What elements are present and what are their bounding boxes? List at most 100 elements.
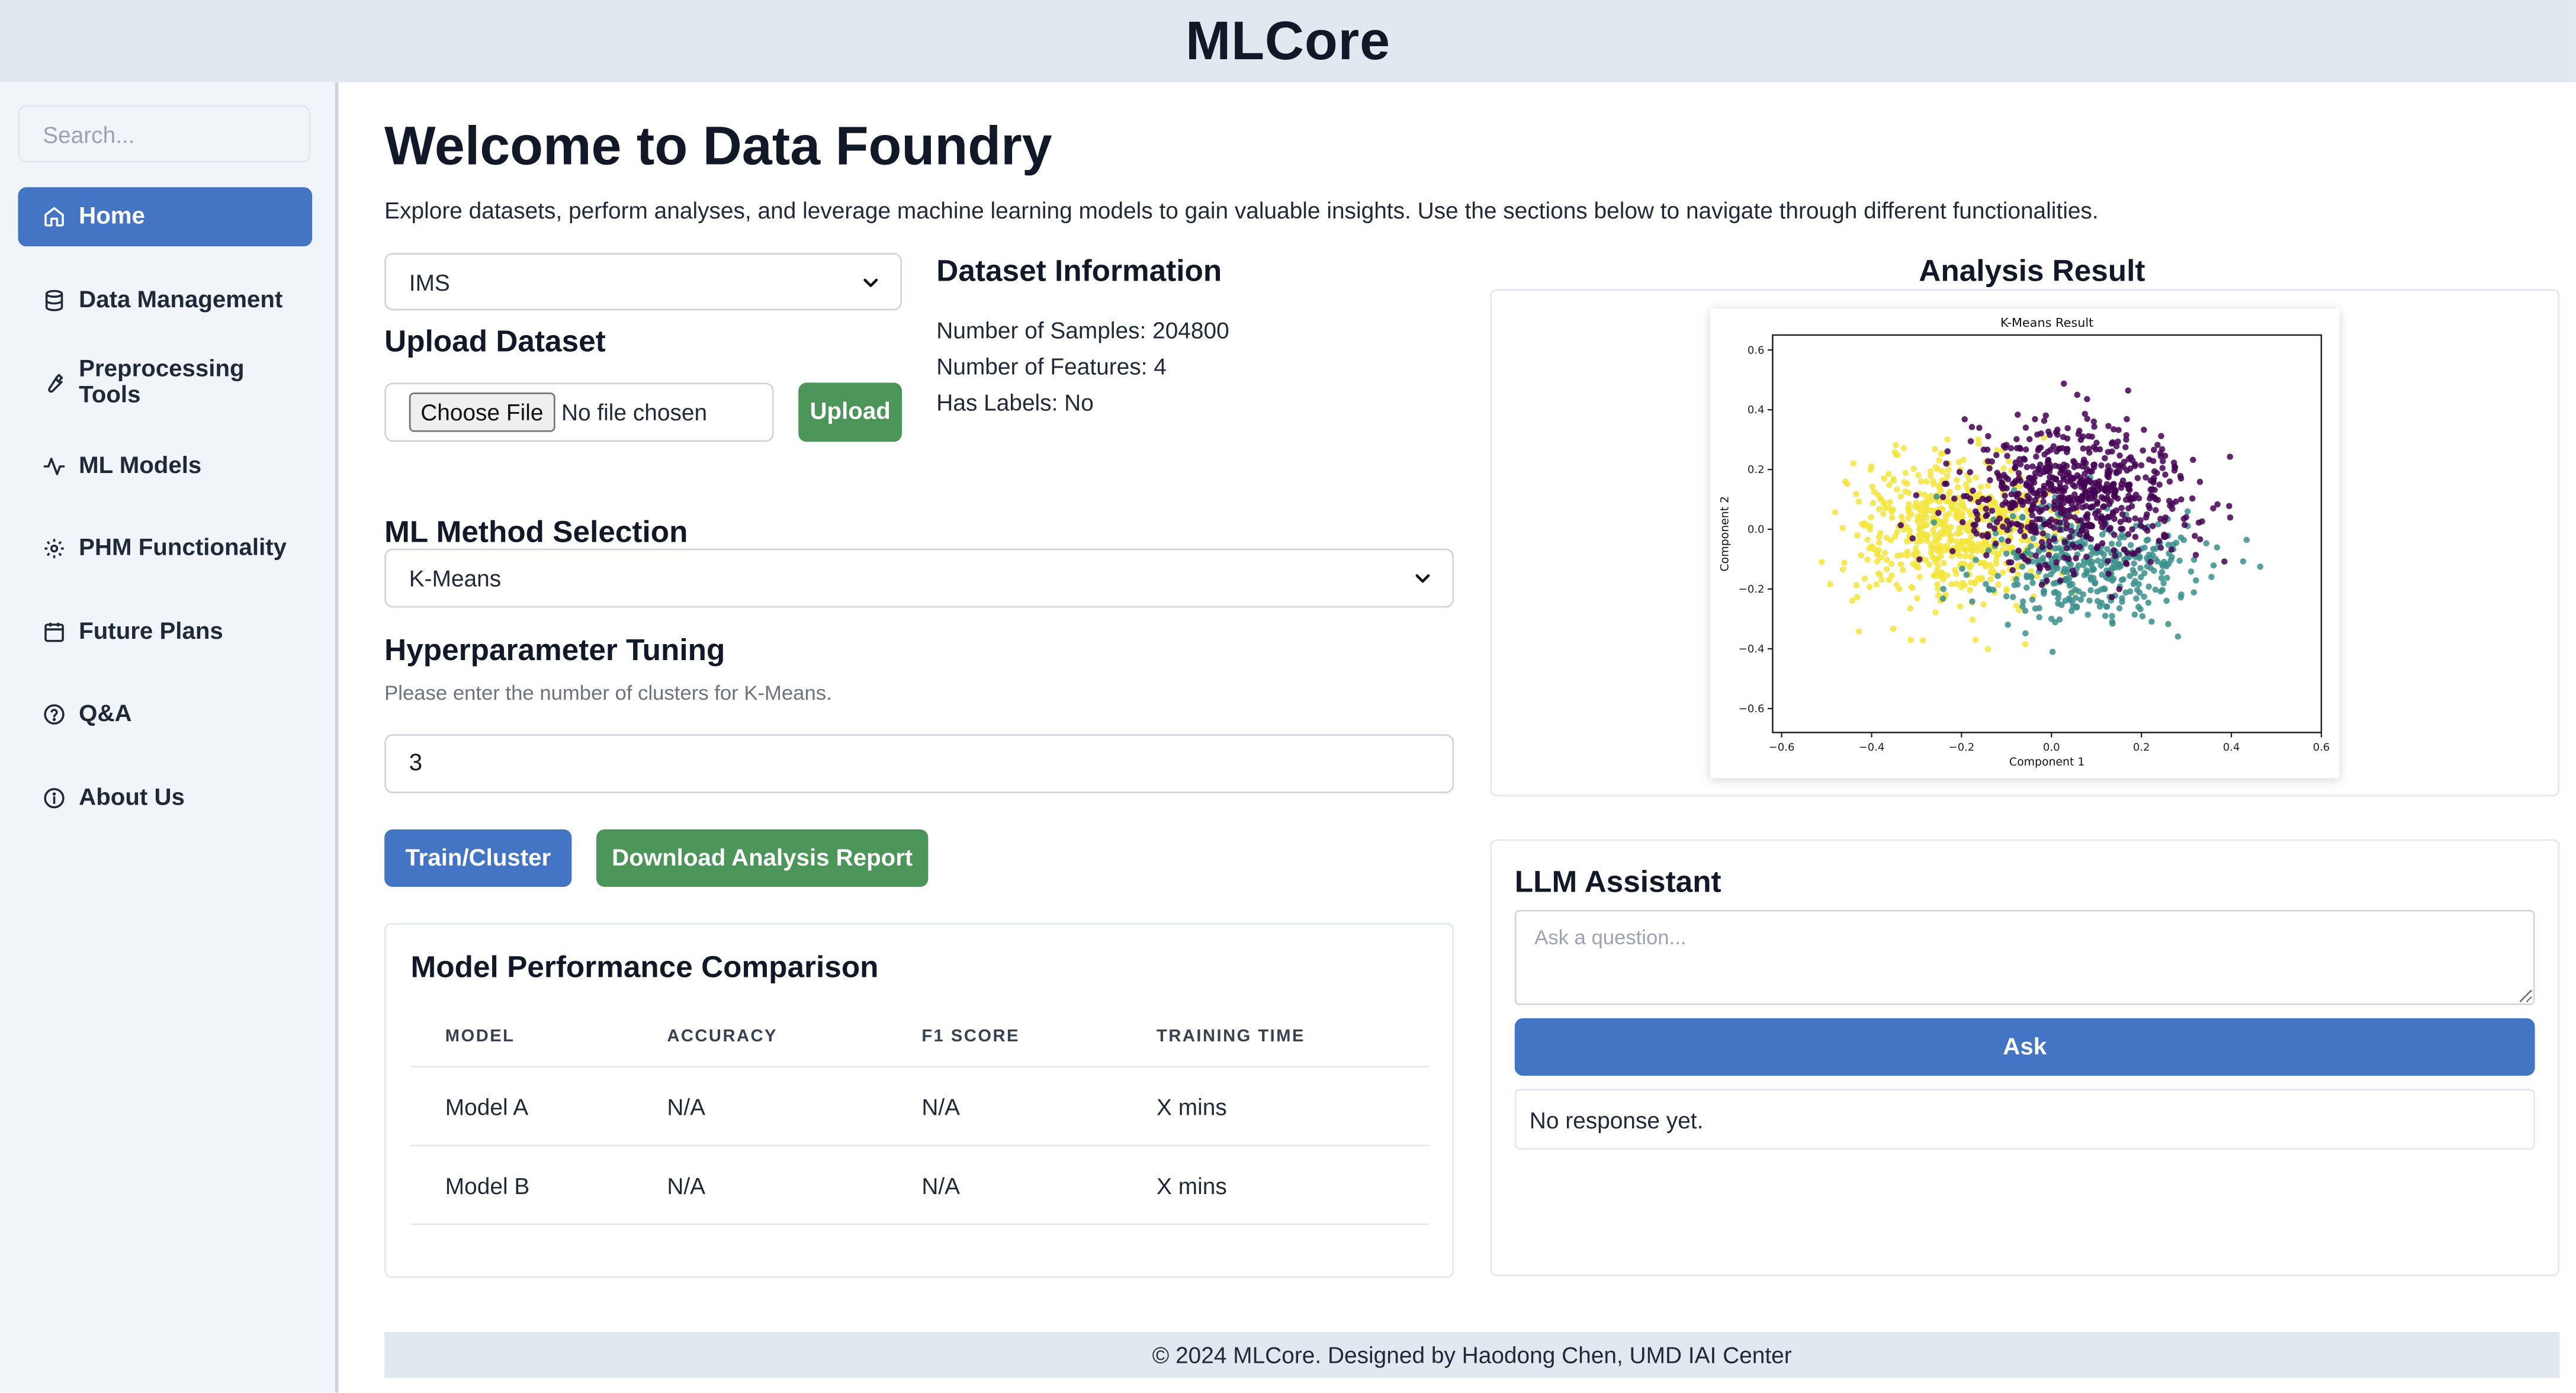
- x-tick-label: −0.6: [1769, 741, 1795, 754]
- sidebar-item-label: About Us: [79, 785, 185, 812]
- dataset-select[interactable]: IMS: [384, 253, 902, 311]
- data-point: [2167, 502, 2173, 509]
- dataset-info-heading: Dataset Information: [936, 253, 1222, 288]
- data-point: [2017, 527, 2023, 535]
- data-point: [2162, 471, 2169, 478]
- data-point: [2160, 580, 2167, 587]
- column-header: ACCURACY: [667, 1026, 778, 1047]
- data-point: [1864, 536, 1871, 543]
- sidebar-item-data-management[interactable]: Data Management: [18, 271, 313, 330]
- data-point: [2073, 504, 2080, 511]
- data-point: [2084, 511, 2091, 517]
- data-point: [1962, 553, 1969, 559]
- data-point: [1934, 581, 1941, 588]
- train-cluster-button[interactable]: Train/Cluster: [384, 829, 572, 887]
- data-point: [2103, 494, 2111, 501]
- data-point: [2121, 546, 2128, 553]
- data-point: [2002, 493, 2008, 499]
- data-point: [2004, 452, 2010, 459]
- data-point: [2056, 526, 2063, 533]
- data-point: [2074, 472, 2081, 479]
- data-point: [1904, 552, 1910, 559]
- choose-file-button[interactable]: Choose File: [409, 393, 555, 432]
- data-point: [2009, 594, 2016, 600]
- data-point: [2115, 438, 2121, 445]
- data-point: [1940, 585, 1947, 593]
- data-point: [2005, 538, 2012, 545]
- sidebar-item-future-plans[interactable]: Future Plans: [18, 603, 313, 662]
- search-input[interactable]: [18, 105, 311, 163]
- data-point: [2076, 543, 2083, 551]
- data-point: [2157, 453, 2164, 459]
- data-point: [2100, 585, 2108, 592]
- data-point: [2039, 530, 2046, 537]
- data-point: [2181, 522, 2188, 528]
- data-point: [2069, 567, 2076, 574]
- data-point: [1839, 525, 1846, 532]
- samples-count: Number of Samples: 204800: [936, 317, 1229, 343]
- data-point: [1926, 561, 1933, 568]
- data-point: [1886, 577, 1893, 583]
- data-point: [2105, 423, 2112, 429]
- sidebar-item-qa[interactable]: Q&A: [18, 685, 313, 744]
- data-point: [1979, 496, 1986, 503]
- data-point: [2038, 539, 2045, 546]
- data-point: [2161, 532, 2167, 538]
- data-point: [2098, 562, 2105, 569]
- data-point: [2041, 590, 2047, 597]
- sidebar-item-home[interactable]: Home: [18, 187, 313, 247]
- data-point: [2022, 630, 2029, 637]
- data-point: [2109, 439, 2116, 446]
- data-point: [2040, 498, 2047, 505]
- sidebar-item-about-us[interactable]: About Us: [18, 768, 313, 828]
- data-point: [1870, 500, 1877, 507]
- data-point: [2033, 541, 2039, 548]
- data-point: [1914, 517, 1921, 525]
- data-point: [1853, 491, 1859, 497]
- data-point: [1893, 451, 1900, 458]
- data-point: [2144, 536, 2151, 543]
- download-report-button[interactable]: Download Analysis Report: [596, 829, 929, 887]
- data-point: [1982, 563, 1989, 570]
- help-circle-icon: [43, 703, 66, 726]
- data-point: [2124, 467, 2131, 474]
- data-point: [2227, 514, 2234, 521]
- data-point: [2144, 527, 2151, 534]
- sidebar-item-ml-models[interactable]: ML Models: [18, 437, 313, 496]
- data-point: [2147, 559, 2154, 565]
- data-point: [2091, 461, 2098, 468]
- data-point: [2003, 550, 2010, 557]
- data-point: [2199, 518, 2205, 525]
- hyperparameter-heading: Hyperparameter Tuning: [384, 632, 725, 667]
- data-point: [1920, 519, 1927, 525]
- data-point: [2042, 412, 2049, 419]
- data-point: [2090, 574, 2097, 581]
- data-point: [2193, 577, 2199, 584]
- data-point: [2108, 484, 2115, 490]
- data-point: [1933, 493, 1940, 500]
- data-point: [2054, 432, 2061, 438]
- file-input[interactable]: Choose File No file chosen: [384, 382, 774, 442]
- data-point: [1973, 530, 1980, 537]
- data-point: [2051, 525, 2057, 531]
- data-point: [1874, 558, 1881, 565]
- data-point: [1967, 553, 1974, 560]
- ml-method-select[interactable]: K-Means: [384, 548, 1454, 608]
- data-point: [2031, 529, 2038, 536]
- data-point: [1954, 477, 1960, 484]
- data-point: [2084, 522, 2090, 529]
- ask-button[interactable]: Ask: [1514, 1018, 2535, 1076]
- data-point: [1973, 474, 1980, 481]
- sidebar-item-phm-functionality[interactable]: PHM Functionality: [18, 519, 313, 578]
- data-point: [2006, 458, 2012, 465]
- clusters-input[interactable]: 3: [384, 734, 1454, 793]
- data-point: [1874, 551, 1881, 558]
- upload-button[interactable]: Upload: [798, 382, 902, 442]
- question-input[interactable]: [1514, 909, 2535, 1005]
- data-point: [1917, 478, 1925, 485]
- data-point: [2240, 558, 2247, 565]
- data-point: [2111, 547, 2117, 554]
- data-point: [1985, 547, 1992, 554]
- sidebar-item-preprocessing-tools[interactable]: Preprocessing Tools: [18, 353, 313, 412]
- chevron-down-icon: [1413, 568, 1432, 588]
